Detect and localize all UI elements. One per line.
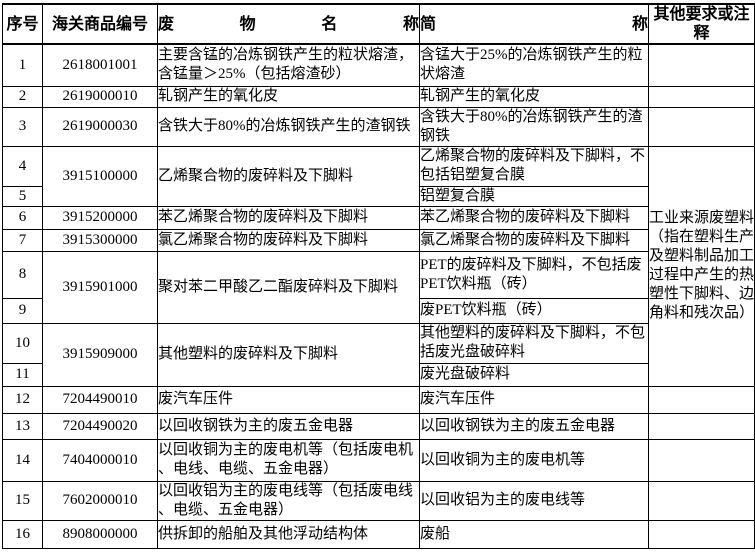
hs-code-cell: 3915100000 [42, 145, 158, 207]
table-row: 16 8908000000 供拆卸的船舶及其他浮动结构体 废船 [2, 519, 755, 549]
table-row: 1 2618001001 主要含锰的冶炼钢铁产生的粒状熔渣，含锰量＞25%（包括… [2, 43, 755, 87]
notes-cell [648, 438, 755, 482]
short-name-cell: 废汽车压件 [419, 385, 649, 414]
short-name-cell: PET的废碎料及下脚料，不包括废PET饮料瓶（砖） [419, 250, 649, 299]
waste-name-cell: 苯乙烯聚合物的废碎料及下脚料 [157, 205, 420, 230]
header-row: 序号 海关商品编号 废物名称 简称 其他要求或注释 [2, 3, 755, 45]
short-name-cell: 轧钢产生的氧化皮 [419, 85, 649, 108]
table-row: 8 3915901000 聚对苯二甲酸乙二酯废碎料及下脚料 PET的废碎料及下脚… [2, 250, 755, 324]
notes-cell [648, 106, 755, 147]
waste-name-cell: 氯乙烯聚合物的废碎料及下脚料 [157, 228, 420, 252]
hs-code-cell: 2619000010 [42, 85, 158, 108]
serial-cell: 10 [2, 322, 43, 364]
short-name-cell: 废PET饮料瓶（砖） [419, 297, 649, 324]
serial-cell: 1 [2, 43, 43, 87]
waste-name-cell: 聚对苯二甲酸乙二酯废碎料及下脚料 [157, 250, 420, 324]
waste-name-cell: 以回收铝为主的废电线等（包括废电线、电缆、五金电器） [157, 480, 420, 521]
header-hs-code: 海关商品编号 [42, 3, 158, 45]
hs-code-cell: 7404000010 [42, 438, 158, 482]
notes-cell [648, 412, 755, 440]
header-waste-name: 废物名称 [157, 3, 420, 45]
short-name-cell: 以回收铝为主的废电线等 [419, 480, 649, 521]
short-name-cell: 废船 [419, 519, 649, 549]
notes-cell [648, 385, 755, 414]
hs-code-cell: 3915901000 [42, 250, 158, 324]
table-row: 11 废光盘破碎料 [2, 362, 755, 387]
hs-code-cell: 3915300000 [42, 228, 158, 252]
hs-code-cell: 2619000030 [42, 106, 158, 147]
serial-cell: 7 [2, 228, 43, 252]
waste-name-cell: 以回收铜为主的废电机等（包括废电机、电线、电缆、五金电器） [157, 438, 420, 482]
hs-code-cell: 3915909000 [42, 322, 158, 387]
waste-import-table: 序号 海关商品编号 废物名称 简称 其他要求或注释 1 2618001001 主… [2, 3, 755, 549]
serial-cell: 14 [2, 438, 43, 482]
short-name-cell: 铝塑复合膜 [419, 185, 649, 207]
table-row: 14 7404000010 以回收铜为主的废电机等（包括废电机、电线、电缆、五金… [2, 438, 755, 482]
table-row: 12 7204490010 废汽车压件 废汽车压件 [2, 385, 755, 414]
waste-name-cell: 轧钢产生的氧化皮 [157, 85, 420, 108]
header-short-name: 简称 [419, 3, 649, 45]
table-row: 2 2619000010 轧钢产生的氧化皮 轧钢产生的氧化皮 [2, 85, 755, 108]
waste-name-cell: 废汽车压件 [157, 385, 420, 414]
serial-cell: 6 [2, 205, 43, 230]
hs-code-cell: 8908000000 [42, 519, 158, 549]
header-notes: 其他要求或注释 [648, 3, 755, 45]
table-row: 4 3915100000 乙烯聚合物的废碎料及下脚料 乙烯聚合物的废碎料及下脚料… [2, 145, 755, 387]
serial-cell: 11 [2, 362, 43, 387]
waste-name-cell: 含铁大于80%的冶炼钢铁产生的渣钢铁 [157, 106, 420, 147]
header-serial: 序号 [2, 3, 43, 45]
serial-cell: 3 [2, 106, 43, 147]
table-row: 13 7204490020 以回收钢铁为主的废五金电器 以回收钢铁为主的废五金电… [2, 412, 755, 440]
waste-name-cell: 以回收钢铁为主的废五金电器 [157, 412, 420, 440]
hs-code-cell: 7602000010 [42, 480, 158, 521]
short-name-cell: 以回收铜为主的废电机等 [419, 438, 649, 482]
notes-merged-cell: 工业来源废塑料（指在塑料生产及塑料制品加工过程中产生的热塑性下脚料、边角料和残次… [648, 145, 755, 387]
waste-name-cell: 其他塑料的废碎料及下脚料 [157, 322, 420, 387]
waste-name-cell: 乙烯聚合物的废碎料及下脚料 [157, 145, 420, 207]
serial-cell: 5 [2, 185, 43, 207]
waste-name-cell: 供拆卸的船舶及其他浮动结构体 [157, 519, 420, 549]
hs-code-cell: 7204490010 [42, 385, 158, 414]
table-row: 10 3915909000 其他塑料的废碎料及下脚料 其他塑料的废碎料及下脚料，… [2, 322, 755, 387]
waste-name-cell: 主要含锰的冶炼钢铁产生的粒状熔渣，含锰量＞25%（包括熔渣砂） [157, 43, 420, 87]
serial-cell: 15 [2, 480, 43, 521]
hs-code-cell: 3915200000 [42, 205, 158, 230]
table-row: 5 铝塑复合膜 [2, 185, 755, 207]
serial-cell: 16 [2, 519, 43, 549]
serial-cell: 13 [2, 412, 43, 440]
notes-cell [648, 480, 755, 521]
notes-cell [648, 85, 755, 108]
hs-code-cell: 2618001001 [42, 43, 158, 87]
short-name-cell: 含锰大于25%的冶炼钢铁产生的粒状熔渣 [419, 43, 649, 87]
notes-cell [648, 43, 755, 87]
table-row: 3 2619000030 含铁大于80%的冶炼钢铁产生的渣钢铁 含铁大于80%的… [2, 106, 755, 147]
short-name-cell: 废光盘破碎料 [419, 362, 649, 387]
hs-code-cell: 7204490020 [42, 412, 158, 440]
short-name-cell: 其他塑料的废碎料及下脚料，不包括废光盘破碎料 [419, 322, 649, 364]
serial-cell: 12 [2, 385, 43, 414]
short-name-cell: 含铁大于80%的冶炼钢铁产生的渣钢铁 [419, 106, 649, 147]
short-name-cell: 氯乙烯聚合物的废碎料及下脚料 [419, 228, 649, 252]
short-name-cell: 苯乙烯聚合物的废碎料及下脚料 [419, 205, 649, 230]
short-name-cell: 乙烯聚合物的废碎料及下脚料，不包括铝塑复合膜 [419, 145, 649, 187]
notes-cell [648, 519, 755, 549]
serial-cell: 4 [2, 145, 43, 187]
table-row: 15 7602000010 以回收铝为主的废电线等（包括废电线、电缆、五金电器）… [2, 480, 755, 521]
table-row: 7 3915300000 氯乙烯聚合物的废碎料及下脚料 氯乙烯聚合物的废碎料及下… [2, 228, 755, 252]
serial-cell: 2 [2, 85, 43, 108]
short-name-cell: 以回收钢铁为主的废五金电器 [419, 412, 649, 440]
serial-cell: 8 [2, 250, 43, 299]
serial-cell: 9 [2, 297, 43, 324]
table-row: 6 3915200000 苯乙烯聚合物的废碎料及下脚料 苯乙烯聚合物的废碎料及下… [2, 205, 755, 230]
